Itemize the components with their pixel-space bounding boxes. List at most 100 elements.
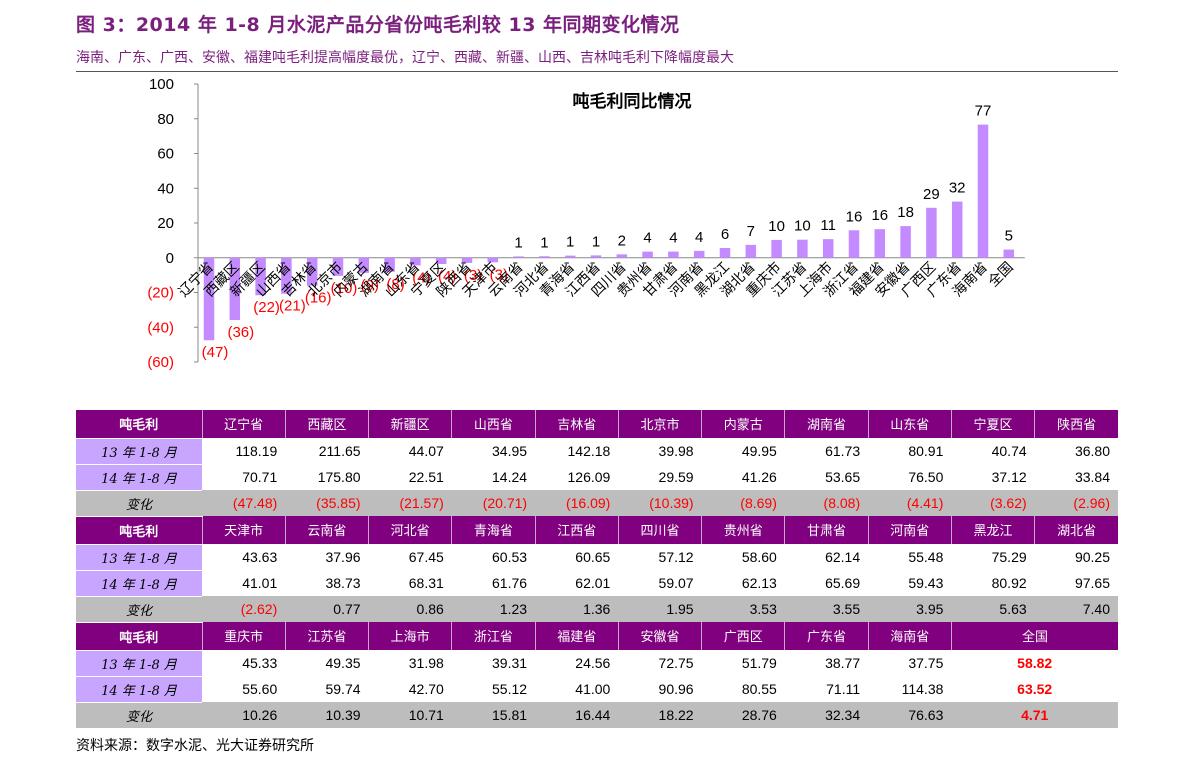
table-cell: 59.07 <box>658 575 694 591</box>
table-header-cell: 河北省 <box>368 516 452 545</box>
data-label: (8) <box>386 276 404 293</box>
row-label: 13 年 1-8 月 <box>76 438 202 465</box>
table-cell: 60.65 <box>575 549 611 566</box>
row-label: 13 年 1-8 月 <box>76 544 202 571</box>
table-cell: 41.00 <box>575 681 611 697</box>
table-cell: 59.43 <box>908 575 944 591</box>
bar-layer <box>203 124 1015 341</box>
table-cell: 1.95 <box>618 596 702 622</box>
table-header-cell: 湖北省 <box>1034 516 1118 545</box>
table-cell: 10.39 <box>285 702 369 728</box>
table-cell: 71.11 <box>826 681 861 697</box>
chart-title: 吨毛利同比情况 <box>573 91 692 111</box>
table-cell: 38.73 <box>325 575 361 591</box>
axis-layer: (60) (40) (20) 0 20 40 60 80 100 <box>147 76 1025 371</box>
table-cell: 61.73 <box>825 443 861 460</box>
table-cell: 33.84 <box>1074 469 1110 485</box>
table-cell: 62.01 <box>575 575 611 591</box>
data-label: 29 <box>923 186 940 203</box>
table-header-cell: 山东省 <box>867 410 952 439</box>
row-label: 14 年 1-8 月 <box>76 570 202 597</box>
table-row: 14 年 1-8 月 55.60 59.74 42.70 55.12 41.00 90.96… <box>76 676 1118 703</box>
figure-subtitle: 海南、广东、广西、安徽、福建吨毛利提高幅度最优，辽宁、西藏、新疆、山西、吉林吨毛… <box>76 50 734 66</box>
bar <box>487 257 499 263</box>
table-cell: 76.50 <box>908 469 944 485</box>
table-cell: (3.62) <box>951 490 1035 516</box>
figure-title: 图 3：2014 年 1-8 月水泥产品分省份吨毛利较 13 年同期变化情况 <box>76 14 680 36</box>
table-cell: (4.41) <box>868 490 952 516</box>
table-cell: 62.13 <box>741 575 777 591</box>
source-note: 资料来源：数字水泥、光大证券研究所 <box>76 738 314 754</box>
table-cell: 3.95 <box>868 596 952 622</box>
table-cell: 24.56 <box>575 655 611 672</box>
bar <box>745 244 757 258</box>
data-label: 6 <box>721 226 729 243</box>
table-row: 13 年 1-8 月 45.33 49.35 31.98 39.31 24.56 72.75… <box>76 650 1118 677</box>
table-row: 13 年 1-8 月 43.63 37.96 67.45 60.53 60.65 57.12… <box>76 544 1118 571</box>
table-header-cell: 辽宁省 <box>201 410 286 439</box>
data-table-wrapper: 吨毛利 辽宁省 西藏区 新疆区 山西省 吉林省 北京市 内蒙古 湖南省 山东省 宁夏区 陕西省 13 年… <box>76 410 1118 729</box>
bar <box>1003 249 1015 258</box>
bar <box>926 207 937 258</box>
data-label: 7 <box>747 223 755 240</box>
table-row: 变化 10.26 10.39 10.71 15.81 16.44 18.22 28.76 32.… <box>76 702 1118 729</box>
table-cell: 3.55 <box>784 596 869 622</box>
y-tick-label: 80 <box>157 111 174 128</box>
table-header-label: 吨毛利 <box>76 622 202 651</box>
data-label: (22) <box>253 299 280 316</box>
table-cell: (2.96) <box>1034 490 1118 516</box>
table-header-row: 吨毛利 辽宁省 西藏区 新疆区 山西省 吉林省 北京市 内蒙古 湖南省 山东省 宁夏区 陕西省 <box>76 410 1118 439</box>
bar <box>642 251 653 258</box>
table-cell: (10.39) <box>618 490 702 516</box>
table-header-cell: 全国 <box>950 622 1118 651</box>
data-label: 1 <box>514 234 522 251</box>
row-label: 13 年 1-8 月 <box>76 650 202 677</box>
bar <box>977 124 989 258</box>
y-tick-label: 20 <box>157 215 174 232</box>
table-cell: 80.55 <box>741 681 777 697</box>
table-cell: 58.82 <box>1017 655 1053 672</box>
table-cell: 42.70 <box>408 681 444 697</box>
bar <box>513 256 524 258</box>
table-header-cell: 上海市 <box>368 622 452 651</box>
y-tick-label: 100 <box>149 76 174 93</box>
row-label: 变化 <box>76 702 202 729</box>
table-cell: (2.62) <box>202 596 286 622</box>
table-header-cell: 西藏区 <box>284 410 369 439</box>
y-tick-label: (20) <box>147 285 174 302</box>
table-cell: 49.35 <box>325 655 361 672</box>
table-header-cell: 天津市 <box>201 516 286 545</box>
table-header-cell: 湖南省 <box>784 410 869 439</box>
table-header-cell: 吉林省 <box>534 410 619 439</box>
table-header-cell: 宁夏区 <box>950 410 1035 439</box>
data-label: (3) <box>490 266 508 283</box>
table-header-cell: 重庆市 <box>201 622 286 651</box>
table-header-row: 吨毛利 重庆市 江苏省 上海市 浙江省 福建省 安徽省 广西区 广东省 海南省 全国 <box>76 622 1118 651</box>
table-cell: 80.92 <box>991 575 1027 591</box>
table-cell: 1.36 <box>535 596 619 622</box>
data-label: 1 <box>566 234 574 251</box>
bar <box>306 257 318 286</box>
table-cell: 34.95 <box>492 443 528 460</box>
table-header-cell: 江苏省 <box>284 622 369 651</box>
table-cell: 211.65 <box>318 443 361 460</box>
table-header-label: 吨毛利 <box>76 516 202 545</box>
bar <box>435 257 447 265</box>
bar <box>874 229 886 258</box>
data-label: 11 <box>820 217 836 234</box>
table-header-cell: 新疆区 <box>368 410 452 439</box>
table-cell: 43.63 <box>242 549 278 566</box>
table-cell: 37.12 <box>991 469 1027 485</box>
y-tick-label: 40 <box>157 180 174 197</box>
data-label: 16 <box>846 208 863 225</box>
table-header-cell: 河南省 <box>867 516 952 545</box>
table-cell: 41.01 <box>242 575 278 591</box>
table-cell: 41.26 <box>741 469 777 485</box>
table-cell: 114.38 <box>901 681 944 697</box>
row-label: 14 年 1-8 月 <box>76 676 202 703</box>
table-cell: (20.71) <box>451 490 536 516</box>
table-cell: 53.65 <box>825 469 861 485</box>
table-cell: 0.86 <box>368 596 452 622</box>
bar <box>229 257 241 321</box>
table-cell: 90.96 <box>658 681 694 697</box>
